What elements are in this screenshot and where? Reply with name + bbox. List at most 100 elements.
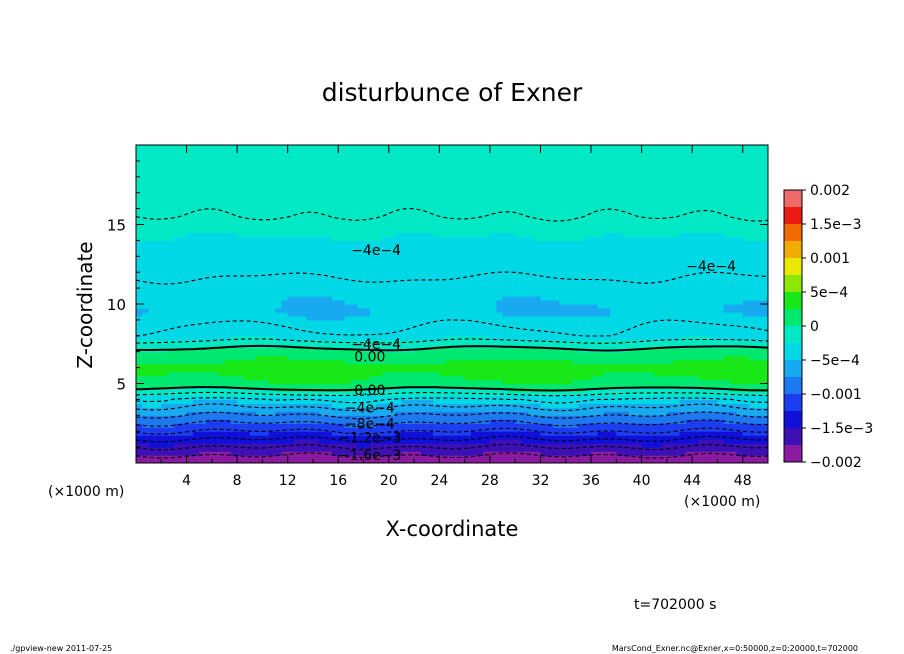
heatmap-cell <box>527 359 535 365</box>
heatmap-cell <box>300 383 308 389</box>
heatmap-cell <box>325 455 333 460</box>
heatmap-cell <box>483 415 491 420</box>
heatmap-cell <box>502 339 510 345</box>
heatmap-cell <box>230 355 238 361</box>
heatmap-cell <box>376 431 384 436</box>
heatmap-cell <box>458 351 466 357</box>
heatmap-cell <box>477 304 485 309</box>
heatmap-cell <box>186 268 194 273</box>
heatmap-cell <box>673 296 681 301</box>
heatmap-cell <box>243 399 251 404</box>
heatmap-cell <box>445 272 453 277</box>
heatmap-cell <box>319 431 327 436</box>
heatmap-cell <box>281 371 289 377</box>
heatmap-cell <box>161 319 169 325</box>
heatmap-cell <box>306 359 314 365</box>
heatmap-cell <box>281 304 289 309</box>
heatmap-cell <box>338 359 346 365</box>
heatmap-cell <box>458 411 466 416</box>
heatmap-cell <box>489 375 497 381</box>
heatmap-cell <box>565 331 573 337</box>
heatmap-cell <box>458 359 466 365</box>
heatmap-cell <box>344 391 352 397</box>
heatmap-cell <box>496 339 504 345</box>
heatmap-cell <box>287 431 295 436</box>
heatmap-cell <box>496 371 504 377</box>
heatmap-cell <box>470 367 478 373</box>
heatmap-cell <box>742 300 750 305</box>
heatmap-cell <box>256 375 263 381</box>
heatmap-cell <box>395 300 403 305</box>
heatmap-cell <box>755 327 763 333</box>
heatmap-cell <box>205 419 213 424</box>
heatmap-cell <box>622 383 630 389</box>
heatmap-cell <box>363 403 371 408</box>
heatmap-cell <box>388 439 396 444</box>
heatmap-cell <box>338 395 346 400</box>
heatmap-cell <box>761 359 768 365</box>
heatmap-cell <box>591 375 598 381</box>
heatmap-cell <box>230 375 238 381</box>
plot-area: −4e−4−4e−4−4e−40.000.00−4e−4−8e−4−1.2e−3… <box>135 144 769 464</box>
heatmap-cell <box>388 403 396 408</box>
heatmap-cell <box>502 395 510 400</box>
heatmap-cell <box>294 268 301 273</box>
heatmap-cell <box>306 439 314 444</box>
heatmap-cell <box>268 331 276 337</box>
heatmap-cell <box>243 307 251 313</box>
heatmap-cell <box>224 387 232 393</box>
heatmap-cell <box>237 379 245 385</box>
heatmap-cell <box>540 371 548 377</box>
heatmap-cell <box>173 359 181 365</box>
heatmap-cell <box>527 331 535 337</box>
heatmap-cell <box>647 339 655 345</box>
heatmap-cell <box>180 419 188 424</box>
heatmap-cell <box>559 371 567 377</box>
heatmap-cell <box>312 331 320 337</box>
heatmap-cell <box>199 435 207 440</box>
heatmap-cell <box>641 423 649 428</box>
heatmap-cell <box>319 276 327 281</box>
heatmap-cell <box>433 443 440 448</box>
heatmap-cell <box>395 407 403 412</box>
heatmap-cell <box>559 272 567 277</box>
heatmap-cell <box>211 407 219 412</box>
heatmap-cell <box>508 300 516 305</box>
heatmap-cell <box>382 379 390 385</box>
heatmap-cell <box>761 292 768 297</box>
heatmap-cell <box>496 399 504 404</box>
heatmap-cell <box>268 268 276 273</box>
heatmap-cell <box>565 288 573 293</box>
heatmap-cell <box>243 315 251 321</box>
heatmap-cell <box>515 292 523 297</box>
heatmap-cell <box>673 311 681 317</box>
heatmap-cell <box>420 311 428 317</box>
heatmap-cell <box>249 300 257 305</box>
heatmap-cell <box>224 339 232 345</box>
heatmap-cell <box>154 379 162 385</box>
heatmap-cell <box>199 335 207 341</box>
heatmap-cell <box>243 339 251 345</box>
heatmap-cell <box>508 367 516 373</box>
heatmap-cell <box>591 443 598 448</box>
heatmap-cell <box>148 343 156 349</box>
heatmap-cell <box>224 311 232 317</box>
heatmap-cell <box>186 355 194 361</box>
heatmap-cell <box>534 292 542 297</box>
heatmap-cell <box>167 443 175 448</box>
heatmap-cell <box>154 296 162 301</box>
heatmap-cell <box>224 347 232 353</box>
heatmap-cell <box>262 403 270 408</box>
heatmap-cell <box>433 296 440 301</box>
heatmap-cell <box>306 284 314 289</box>
heatmap-cell <box>610 439 617 444</box>
heatmap-cell <box>666 276 674 281</box>
heatmap-cell <box>628 300 636 305</box>
heatmap-cell <box>527 264 535 269</box>
heatmap-cell <box>470 339 478 345</box>
heatmap-cell <box>325 355 333 361</box>
heatmap-cell <box>376 395 384 400</box>
heatmap-cell <box>300 395 308 400</box>
heatmap-cell <box>306 323 314 329</box>
heatmap-cell <box>136 379 143 385</box>
